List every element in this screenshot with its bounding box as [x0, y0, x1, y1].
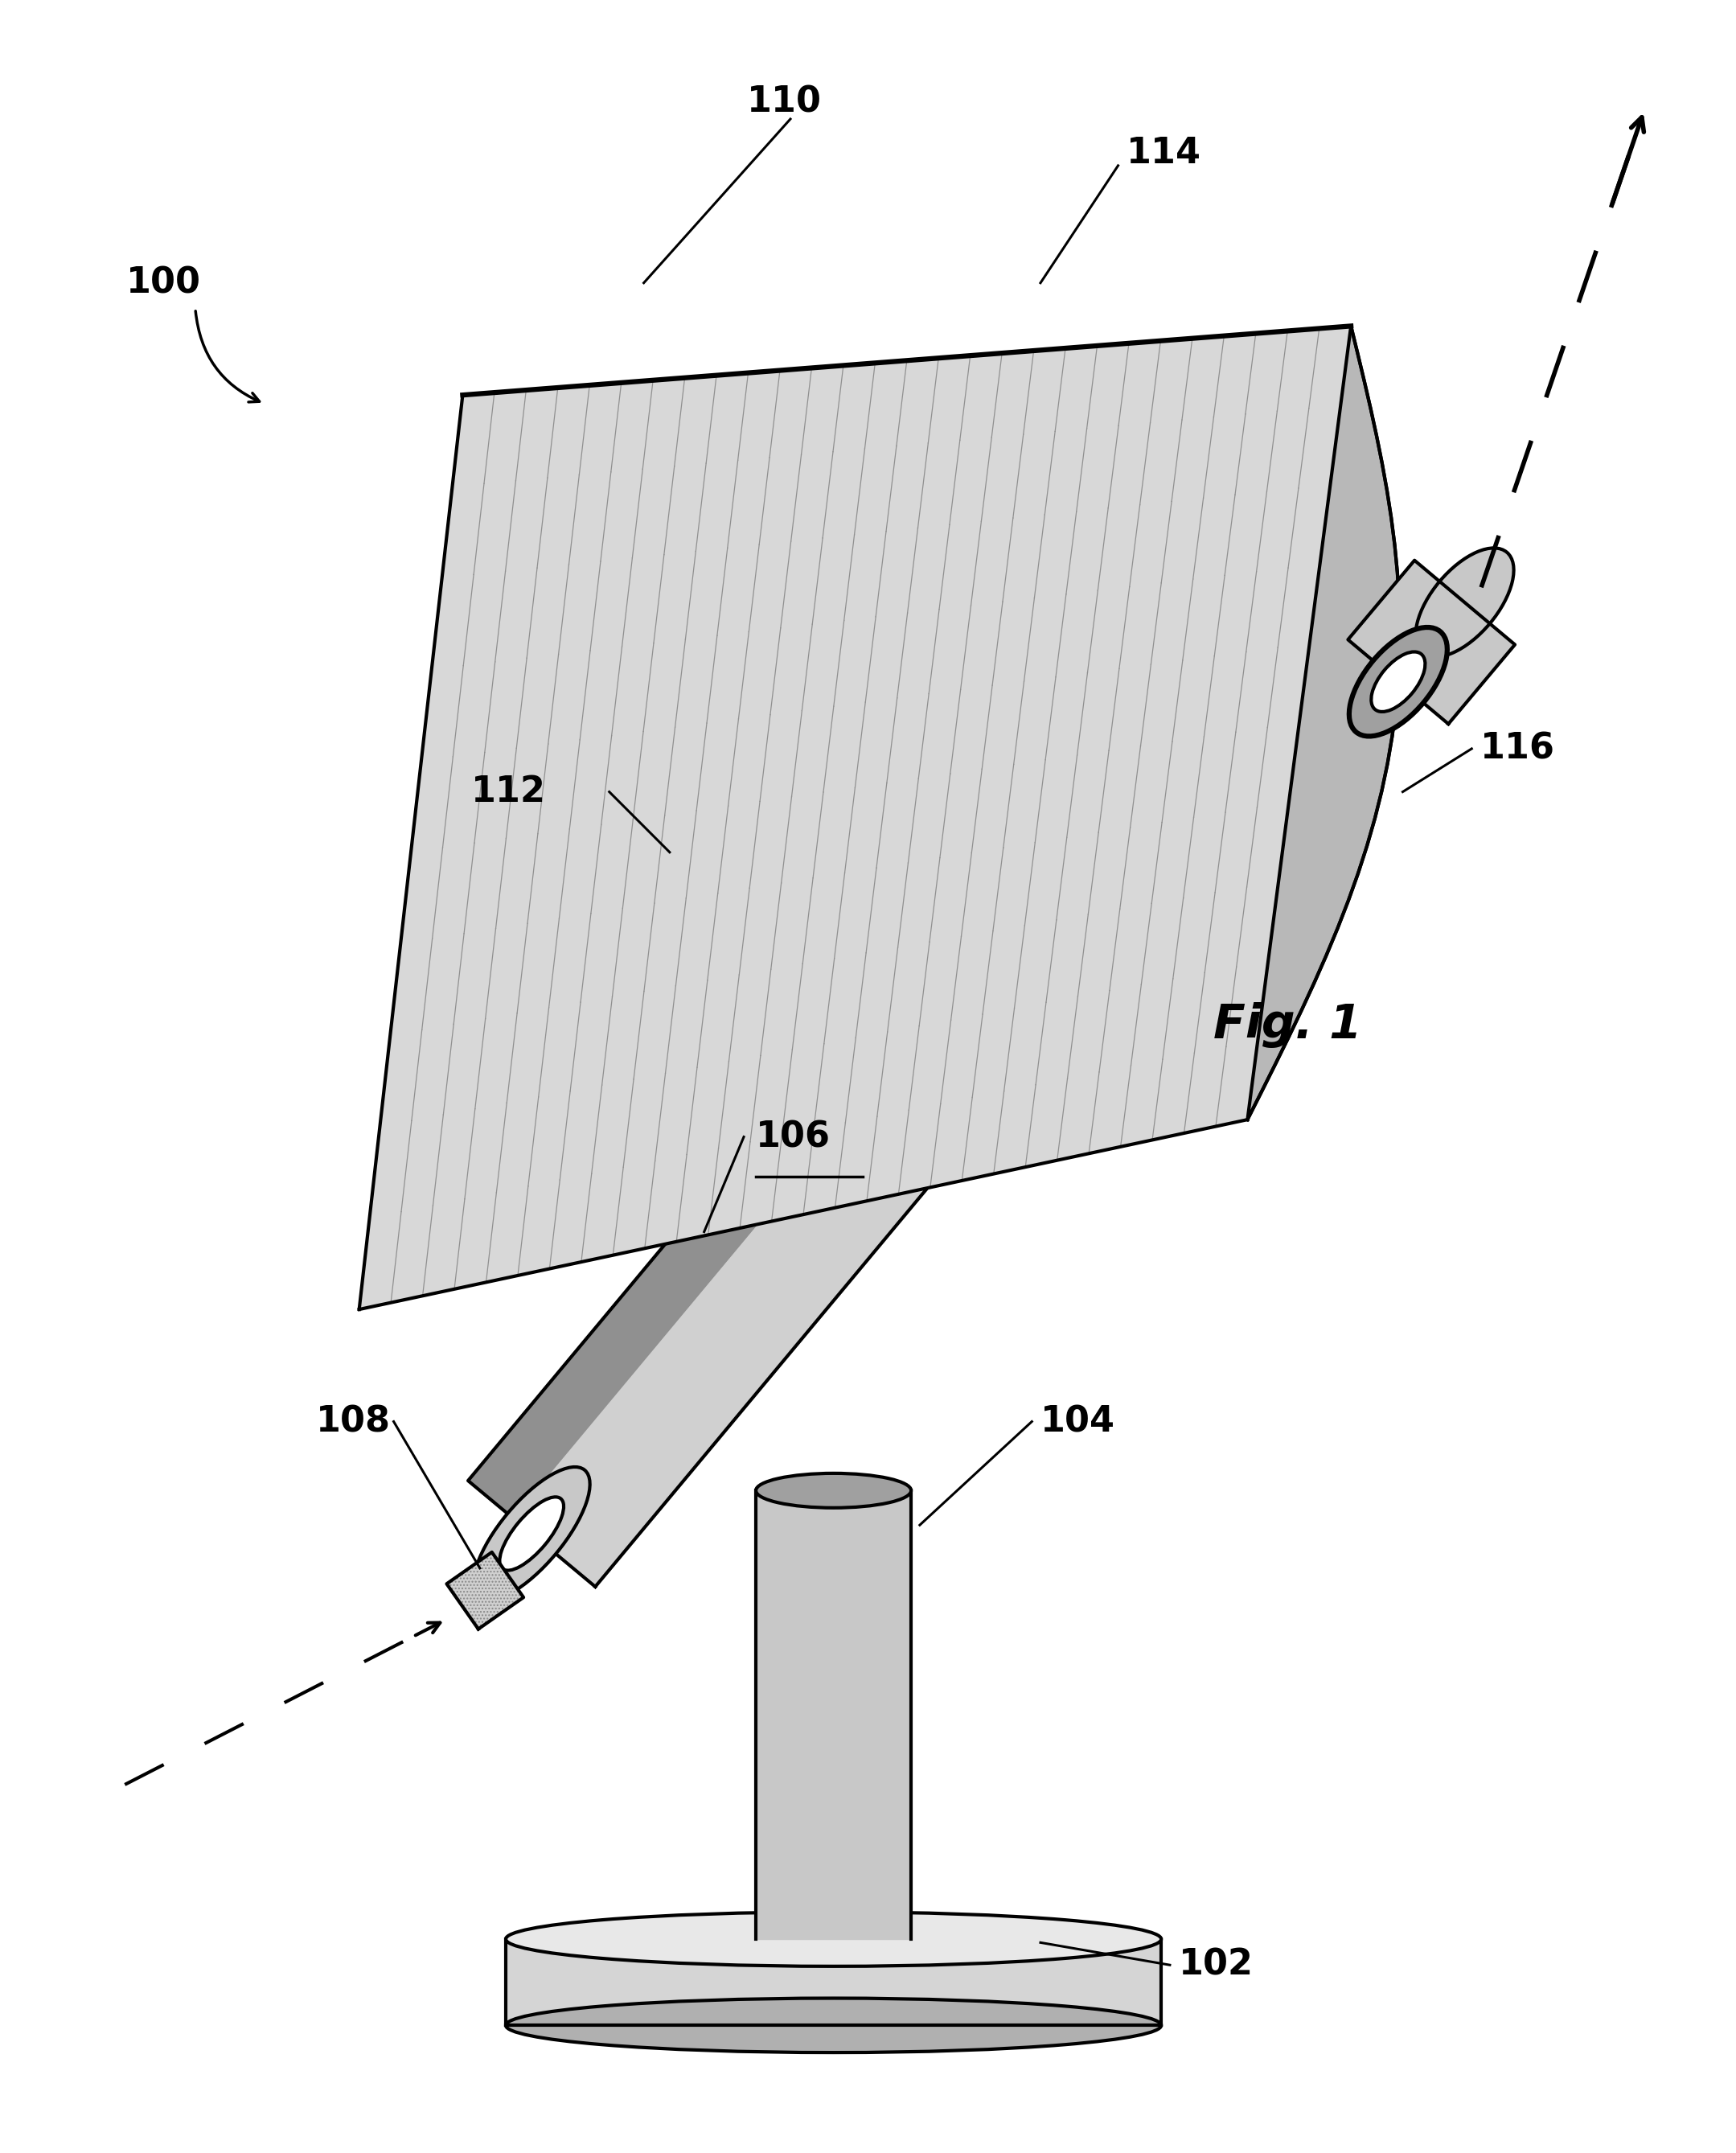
- Ellipse shape: [930, 980, 995, 1053]
- Ellipse shape: [1371, 652, 1425, 713]
- Ellipse shape: [505, 1912, 1161, 1966]
- Text: 110: 110: [746, 84, 823, 118]
- Polygon shape: [1248, 325, 1399, 1120]
- Text: 100: 100: [127, 265, 201, 299]
- Polygon shape: [469, 962, 1026, 1587]
- Ellipse shape: [1415, 549, 1514, 657]
- Text: 112: 112: [470, 775, 547, 810]
- Polygon shape: [755, 1490, 911, 1940]
- Polygon shape: [1347, 560, 1516, 723]
- Polygon shape: [505, 1940, 1161, 2026]
- Polygon shape: [469, 962, 944, 1518]
- Ellipse shape: [500, 1496, 564, 1570]
- Text: 102: 102: [1179, 1948, 1253, 1983]
- Polygon shape: [359, 325, 1399, 1309]
- Text: 106: 106: [755, 1120, 830, 1154]
- Text: 116: 116: [1481, 732, 1555, 766]
- Ellipse shape: [474, 1466, 590, 1600]
- Ellipse shape: [904, 949, 1021, 1083]
- Text: 114: 114: [1127, 136, 1201, 170]
- Polygon shape: [446, 1552, 524, 1630]
- Text: Fig. 1: Fig. 1: [1213, 1001, 1361, 1049]
- Ellipse shape: [1349, 627, 1448, 736]
- Text: 104: 104: [1040, 1404, 1115, 1438]
- Text: 108: 108: [316, 1404, 391, 1438]
- Ellipse shape: [755, 1473, 911, 1507]
- Ellipse shape: [505, 1998, 1161, 2052]
